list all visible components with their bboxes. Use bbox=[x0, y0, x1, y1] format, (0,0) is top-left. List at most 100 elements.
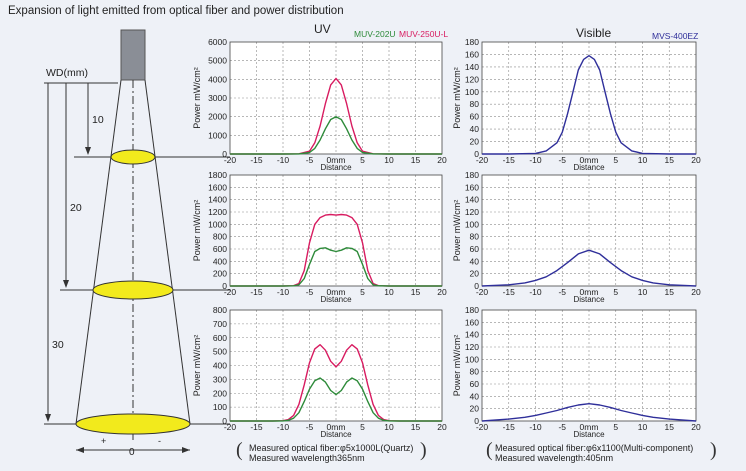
uv-wd10-ytick-label: 6000 bbox=[208, 37, 227, 47]
uv-wd10-xtick-label: 20 bbox=[437, 155, 447, 165]
visible-wd20-series-mvs-400ez bbox=[481, 249, 697, 287]
uv-wd10-ytick-label: 5000 bbox=[208, 56, 227, 66]
uv-wd10-xtick-label: -15 bbox=[250, 155, 263, 165]
uv-wd30-ytick-label: 100 bbox=[213, 402, 227, 412]
visible-wd30-ytick-label: 40 bbox=[470, 391, 480, 401]
visible-wd20-ytick-label: 0 bbox=[474, 281, 479, 291]
visible-note-fiber: Measured optical fiber:φ6x1100(Multi-com… bbox=[495, 443, 694, 453]
uv-wd30-ytick-label: 0 bbox=[222, 416, 227, 426]
beam-right-edge bbox=[144, 79, 191, 425]
visible-wd20-xtick-label: -20 bbox=[476, 287, 489, 297]
visible-wd30-ytick-label: 20 bbox=[470, 404, 480, 414]
spot-width-arrowhead-right bbox=[182, 447, 190, 453]
visible-wd10-series-mvs-400ez bbox=[482, 55, 696, 155]
uv-wd20-series-muv-250u-l bbox=[230, 213, 442, 287]
wd30-label: 30 bbox=[52, 339, 64, 351]
visible-wd10-ytick-label: 180 bbox=[465, 37, 479, 47]
wd20-arrowhead bbox=[63, 280, 69, 288]
visible-wd20-ytick-label: 80 bbox=[470, 232, 480, 242]
wd10-arrowhead bbox=[85, 147, 91, 155]
uv-wd30-xtick-label: -10 bbox=[277, 422, 290, 432]
uv-wd30-ytick-label: 800 bbox=[213, 305, 227, 315]
uv-wd30-xtick-label: 0mm bbox=[327, 422, 346, 432]
uv-wd20-ytick-label: 1600 bbox=[208, 182, 227, 192]
uv-wd30-xtick-label: 15 bbox=[411, 422, 421, 432]
uv-wd10-xtick-label: 0mm bbox=[327, 155, 346, 165]
visible-wd20-xtick-label: -10 bbox=[529, 287, 542, 297]
visible-wd10-ytick-label: 20 bbox=[470, 137, 480, 147]
uv-wd10-chart: -20 -15 -10 -5 0mm 5 10 15 20 0 1000 2000 3000 4000 50… bbox=[192, 37, 447, 172]
visible-wd30-xtick-label: -10 bbox=[529, 422, 542, 432]
spot-wd20 bbox=[92, 280, 174, 300]
visible-wd20-ytick-label: 60 bbox=[470, 244, 480, 254]
beam-left-edge bbox=[75, 79, 122, 425]
uv-wd30-xtick-label: 10 bbox=[384, 422, 394, 432]
spot-width-arrowhead-left bbox=[76, 447, 84, 453]
visible-wd10-xaxis-label: Distance bbox=[573, 163, 605, 172]
visible-wd20-ytick-label: 100 bbox=[465, 219, 479, 229]
uv-wd30-xaxis-label: Distance bbox=[320, 430, 352, 439]
uv-wd30-ytick-label: 500 bbox=[213, 347, 227, 357]
visible-wd10-xtick-label: -5 bbox=[558, 155, 566, 165]
visible-note: Measured optical fiber:φ6x1100(Multi-com… bbox=[495, 443, 693, 463]
uv-wd30-ytick-label: 700 bbox=[213, 319, 227, 329]
visible-wd30-ytick-label: 160 bbox=[465, 317, 479, 327]
visible-wd20-xtick-label: -15 bbox=[503, 287, 516, 297]
uv-wd10-ytick-label: 2000 bbox=[208, 112, 227, 122]
uv-wd10-xaxis-label: Distance bbox=[320, 163, 352, 172]
legend-mvs-400ez: MVS-400EZ bbox=[652, 31, 699, 41]
figure-title: Expansion of light emitted from optical … bbox=[8, 5, 344, 17]
legend-muv-202u: MUV-202U bbox=[354, 29, 396, 39]
uv-wd30-xtick-label: -15 bbox=[250, 422, 263, 432]
uv-wd20-xtick-label: -10 bbox=[277, 287, 290, 297]
visible-wd30-xtick-label: 15 bbox=[665, 422, 675, 432]
visible-wd30-ytick-label: 0 bbox=[474, 416, 479, 426]
visible-wd10-ytick-label: 40 bbox=[470, 124, 480, 134]
visible-wd10-ytick-label: 60 bbox=[470, 112, 480, 122]
uv-wd20-ytick-label: 600 bbox=[213, 244, 227, 254]
visible-wd30-xaxis-label: Distance bbox=[573, 430, 605, 439]
visible-wd10-yaxis-label: Power mW/cm² bbox=[452, 67, 462, 129]
visible-wd10-ytick-label: 140 bbox=[465, 62, 479, 72]
spot-wd10 bbox=[110, 149, 156, 165]
visible-wd10-chart: -20 -15 -10 -5 0mm 5 10 15 20 0 20 40 60 80 100 120 140 1… bbox=[452, 37, 701, 172]
uv-wd30-yaxis-label: Power mW/cm² bbox=[192, 335, 202, 397]
uv-note-close-paren: ) bbox=[420, 439, 427, 461]
visible-wd20-ytick-label: 40 bbox=[470, 256, 480, 266]
visible-wd10-xtick-label: 0mm bbox=[580, 155, 599, 165]
visible-wd20-xtick-label: -5 bbox=[558, 287, 566, 297]
uv-wd30-ytick-label: 300 bbox=[213, 374, 227, 384]
visible-wd10-ytick-label: 0 bbox=[474, 149, 479, 159]
visible-wd30-ytick-label: 140 bbox=[465, 330, 479, 340]
visible-wd20-xtick-label: 10 bbox=[638, 287, 648, 297]
visible-wd20-ytick-label: 120 bbox=[465, 207, 479, 217]
minus-label: - bbox=[158, 436, 161, 446]
uv-wd30-chart: -20 -15 -10 -5 0mm 5 10 15 200100200300400500600… bbox=[192, 305, 447, 439]
visible-wd30-yaxis-label: Power mW/cm² bbox=[452, 335, 462, 397]
visible-wd30-xtick-label: -20 bbox=[476, 422, 489, 432]
uv-wd20-xtick-label: 0mm bbox=[327, 287, 346, 297]
visible-wd20-yaxis-label: Power mW/cm² bbox=[452, 200, 462, 262]
visible-wd20-ytick-label: 160 bbox=[465, 182, 479, 192]
visible-wd30-ytick-label: 60 bbox=[470, 379, 480, 389]
visible-wd30-chart: -20 -15 -10 -5 0mm 5 10 15 20 0 20 40 60 80 100 120 140 1… bbox=[452, 305, 701, 439]
uv-wd20-ytick-label: 200 bbox=[213, 269, 227, 279]
uv-wd10-xtick-label: 10 bbox=[384, 155, 394, 165]
uv-wd20-yaxis-label: Power mW/cm² bbox=[192, 200, 202, 262]
uv-wd20-ytick-label: 1200 bbox=[208, 207, 227, 217]
uv-wd10-xtick-label: 15 bbox=[411, 155, 421, 165]
visible-wd10-xtick-label: 10 bbox=[638, 155, 648, 165]
visible-wd20-xaxis-label: Distance bbox=[573, 295, 605, 304]
uv-wd20-plot-frame bbox=[229, 174, 443, 287]
uv-wd20-xtick-label: 10 bbox=[384, 287, 394, 297]
wd10-label: 10 bbox=[92, 114, 104, 126]
uv-wd30-xtick-label: -5 bbox=[306, 422, 314, 432]
uv-wd30-ytick-label: 200 bbox=[213, 388, 227, 398]
wd-label: WD(mm) bbox=[46, 67, 88, 79]
visible-column-header: Visible bbox=[576, 26, 612, 40]
visible-wd10-xtick-label: -15 bbox=[503, 155, 516, 165]
uv-wd10-yaxis-label: Power mW/cm² bbox=[192, 67, 202, 129]
visible-wd20-ytick-label: 180 bbox=[465, 170, 479, 180]
